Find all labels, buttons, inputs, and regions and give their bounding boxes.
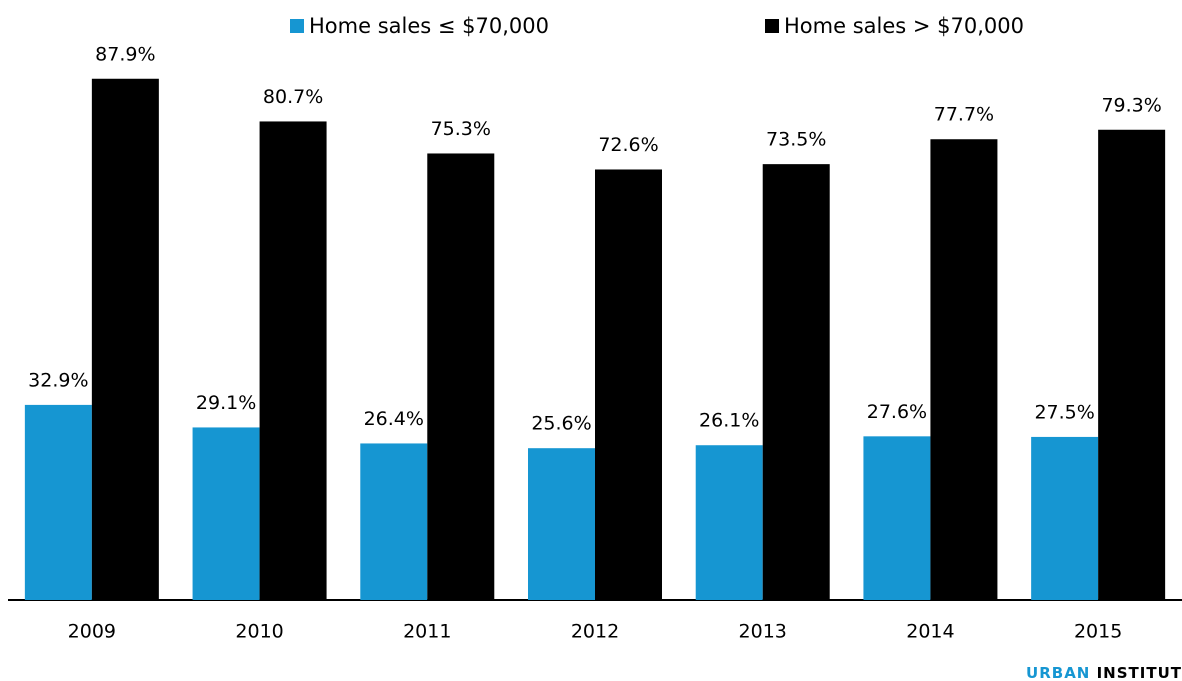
bar — [1098, 129, 1166, 600]
legend-label: Home sales > $70,000 — [784, 14, 1024, 38]
value-label: 32.9% — [28, 369, 88, 391]
bar — [259, 121, 327, 600]
value-label: 77.7% — [934, 104, 994, 126]
legend-swatch — [765, 19, 779, 33]
bar — [1031, 436, 1099, 600]
bar — [695, 445, 763, 600]
x-tick-label: 2009 — [68, 621, 116, 643]
legend-label: Home sales ≤ $70,000 — [309, 14, 549, 38]
value-label: 26.4% — [364, 408, 424, 430]
value-label: 27.5% — [1034, 401, 1094, 423]
x-tick-label: 2011 — [403, 621, 451, 643]
bar — [595, 169, 662, 600]
brand-urban: URBAN — [1026, 664, 1090, 681]
value-label: 27.6% — [867, 401, 927, 423]
bar — [930, 139, 998, 600]
value-label: 75.3% — [431, 118, 491, 140]
value-label: 87.9% — [95, 43, 155, 65]
value-label: 73.5% — [766, 129, 826, 151]
bar — [762, 164, 830, 600]
value-label: 29.1% — [196, 392, 256, 414]
bar — [192, 427, 260, 600]
x-tick-label: 2014 — [906, 621, 954, 643]
x-tick-label: 2015 — [1074, 621, 1122, 643]
brand-institut: INSTITUT — [1097, 664, 1182, 681]
value-label: 25.6% — [531, 413, 591, 435]
bar — [360, 443, 428, 600]
value-label: 72.6% — [598, 134, 658, 156]
x-tick-label: 2012 — [571, 621, 619, 643]
bar — [24, 404, 92, 600]
legend-swatch — [290, 19, 304, 33]
bar — [528, 448, 595, 600]
footer-brand: URBAN INSTITUT — [1026, 664, 1182, 681]
value-label: 79.3% — [1101, 94, 1161, 116]
bar — [863, 436, 931, 600]
x-tick-label: 2013 — [739, 621, 787, 643]
bar — [427, 153, 495, 600]
x-tick-label: 2010 — [235, 621, 283, 643]
value-label: 26.1% — [699, 410, 759, 432]
bar — [91, 78, 159, 601]
value-label: 80.7% — [263, 86, 323, 108]
